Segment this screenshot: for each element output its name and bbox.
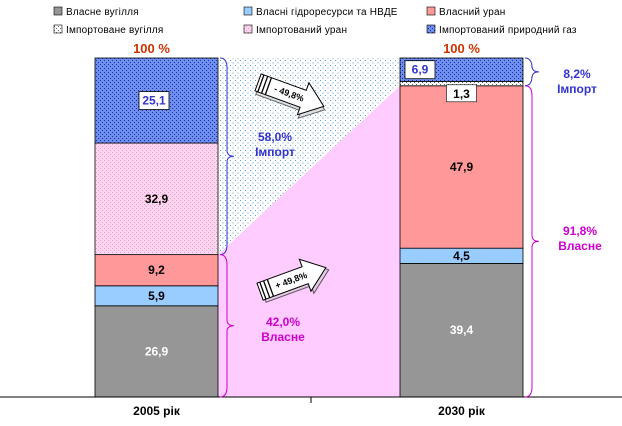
- brace: [219, 254, 235, 398]
- x-axis: 2005 рік 2030 рік: [0, 396, 622, 418]
- legend-label: Власні гідроресурси та НВДЕ: [256, 7, 398, 18]
- legend-swatch: [426, 6, 436, 16]
- bar-segment: [399, 263, 524, 398]
- legend-label: Власне вугілля: [66, 7, 139, 18]
- brace-pct: 42,0%: [266, 315, 300, 329]
- legend-swatch: [53, 24, 63, 34]
- legend-swatch: [53, 6, 63, 16]
- data-label: 25,1: [142, 94, 166, 108]
- total-label: 100 %: [133, 41, 170, 56]
- legend-label: Власний уран: [439, 7, 505, 18]
- brace: [219, 57, 235, 256]
- legend-label: Імпортований природний газ: [439, 25, 577, 36]
- data-label-box: [138, 91, 170, 110]
- brace: [524, 85, 540, 398]
- legend-label: Імпортований уран: [256, 25, 347, 36]
- legend-swatch: [243, 24, 253, 34]
- import-area: [218, 58, 400, 255]
- data-label: 9,2: [148, 263, 165, 277]
- connector-areas: [218, 58, 400, 397]
- brace-label: Імпорт: [255, 145, 295, 159]
- brace-label: Власне: [261, 330, 305, 344]
- x-tick-label: 2005 рік: [133, 404, 181, 418]
- legend-swatch: [243, 6, 253, 16]
- trend-arrow: + 49,8%: [256, 258, 330, 303]
- data-label: 1,3: [453, 87, 470, 101]
- x-tick-label: 2030 рік: [438, 404, 486, 418]
- data-label: 47,9: [450, 160, 474, 174]
- brace-pct: 58,0%: [258, 130, 292, 144]
- bar-segment: [94, 305, 219, 398]
- data-label: 32,9: [145, 192, 169, 206]
- brace-label: Імпорт: [557, 82, 597, 96]
- legend: Власне вугілля Власні гідроресурси та НВД…: [53, 6, 577, 36]
- bar-segment: [94, 142, 219, 256]
- brace-label: Власне: [558, 239, 602, 253]
- data-label: 6,9: [412, 63, 429, 77]
- legend-swatch: [426, 24, 436, 34]
- bars: 26,9 5,9 9,2 32,9 25,1 100 % 39,4 4,5 47,9 1,3 6,9…: [94, 41, 524, 398]
- brace-pct: 8,2%: [563, 67, 591, 81]
- data-label: 5,9: [148, 289, 165, 303]
- own-area: [218, 85, 400, 397]
- data-label-box: [446, 84, 477, 103]
- data-label: 39,4: [450, 323, 474, 337]
- total-label: 100 %: [443, 41, 480, 56]
- data-label: 26,9: [145, 344, 169, 358]
- bar-segment: [399, 85, 524, 249]
- trend-arrow: - 49,8%: [254, 73, 326, 120]
- annotations: 58,0%Імпорт42,0%Власне8,2%Імпорт91,8%Вла…: [219, 57, 602, 398]
- data-label: 4,5: [453, 249, 470, 263]
- data-label-box: [404, 60, 436, 80]
- brace-pct: 91,8%: [563, 224, 597, 238]
- brace: [524, 57, 540, 87]
- legend-label: Імпортоване вугілля: [66, 25, 163, 36]
